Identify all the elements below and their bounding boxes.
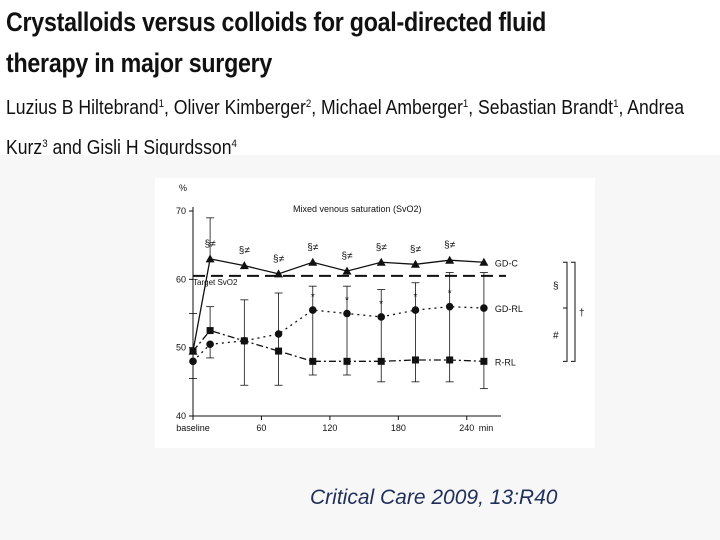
x-tick-label: baseline: [176, 423, 210, 433]
bracket-gdc-gdrl: [563, 261, 568, 309]
data-point: [309, 357, 317, 365]
data-point: [189, 347, 197, 355]
x-tick-label: 120: [322, 423, 337, 433]
data-point: [206, 327, 214, 335]
y-tick-label: 60: [176, 274, 186, 284]
author-separator: ,: [468, 97, 479, 119]
author-separator: ,: [311, 97, 322, 119]
y-axis-label: %: [179, 183, 187, 193]
data-point: [411, 306, 420, 314]
significance-annotation: *: [413, 292, 417, 303]
y-tick-label: 40: [176, 411, 186, 421]
data-point: [308, 306, 317, 314]
author-affiliation: 4: [231, 138, 237, 150]
data-point: [411, 356, 419, 364]
series-legend-label: GD-RL: [495, 304, 523, 314]
author-separator: ,: [164, 97, 174, 119]
significance-annotation: §≠: [239, 246, 251, 257]
paper-title: Crystalloids versus colloids for goal-di…: [6, 7, 547, 78]
bracket-gdrl-rrl: [563, 307, 568, 362]
y-tick-label: 50: [176, 343, 186, 353]
journal-citation: Critical Care 2009, 13:R40: [310, 486, 558, 509]
significance-annotation: *: [448, 289, 452, 300]
x-tick-label: 240: [459, 423, 474, 433]
significance-annotation: §≠: [307, 242, 319, 253]
author-affiliation: 1: [158, 98, 165, 110]
data-point: [480, 357, 488, 365]
data-point: [343, 309, 351, 318]
data-point: [446, 356, 454, 364]
author-name: Gisli H Sigurdsson: [86, 137, 232, 159]
data-point: [205, 254, 215, 263]
y-tick-label: 70: [176, 206, 186, 216]
bracket-label: §: [553, 281, 559, 292]
svo2-line-chart: 40 50 60 70% baseline 60 120 180 240 min Mixed ven…: [176, 183, 585, 433]
significance-annotation: §≠: [341, 251, 353, 262]
x-axis-unit: min: [479, 423, 494, 433]
data-point: [240, 337, 248, 345]
bracket-label: #: [553, 331, 559, 342]
author-affiliation: 1: [613, 98, 619, 110]
author-affiliation: 2: [305, 98, 312, 110]
author-name: Michael Amberger: [321, 97, 463, 119]
data-point: [410, 259, 420, 268]
significance-annotation: §≠: [444, 240, 456, 251]
data-point: [445, 302, 454, 311]
author-separator: and: [47, 137, 87, 159]
data-point: [479, 257, 489, 266]
data-point: [342, 266, 352, 275]
bracket-gdc-rrl: [571, 261, 576, 362]
chart-title: Mixed venous saturation (SvO2): [293, 204, 422, 214]
author-affiliation: 3: [42, 138, 48, 150]
data-point: [308, 257, 318, 266]
significance-annotation: *: [379, 299, 383, 310]
data-point: [274, 269, 284, 278]
data-point: [343, 357, 351, 365]
series-legend-label: GD-C: [495, 258, 518, 268]
series-r-rl: [189, 306, 488, 365]
x-tick-label: 60: [256, 423, 266, 433]
author-name: Andrea Kurz: [6, 97, 685, 159]
data-point: [376, 257, 386, 266]
series-line: [192, 329, 484, 362]
author-name: Sebastian Brandt: [478, 97, 614, 119]
significance-annotation: §≠: [273, 254, 285, 265]
data-point: [239, 261, 249, 270]
significance-annotation: *: [345, 296, 349, 307]
series-gd-rl: * * * * *: [189, 272, 488, 390]
author-list: Luzius B Hiltebrand1, Oliver Kimberger2,…: [6, 86, 710, 166]
significance-annotation: *: [311, 292, 315, 303]
data-point: [377, 313, 386, 321]
data-point: [480, 304, 488, 312]
chart-panel: 40 50 60 70% baseline 60 120 180 240 min Mixed ven…: [155, 178, 595, 448]
author-name: Oliver Kimberger: [173, 97, 306, 119]
data-point: [206, 340, 214, 349]
significance-annotation: §≠: [410, 244, 422, 255]
series-legend-label: R-RL: [495, 357, 516, 367]
significance-annotation: §≠: [376, 242, 388, 253]
data-point: [445, 255, 455, 264]
reference-line-label: Target SvO2: [193, 278, 238, 287]
author-affiliation: 1: [462, 98, 469, 110]
series-line: [192, 258, 484, 352]
significance-annotation: §≠: [205, 239, 217, 250]
data-point: [275, 347, 283, 355]
author-name: Luzius B Hiltebrand: [6, 97, 159, 119]
data-point: [274, 330, 283, 338]
data-point: [377, 357, 385, 365]
bracket-label: †: [579, 308, 585, 319]
x-tick-label: 180: [391, 423, 406, 433]
series-line: [192, 306, 484, 362]
data-point: [189, 357, 197, 366]
author-separator: ,: [618, 97, 628, 119]
